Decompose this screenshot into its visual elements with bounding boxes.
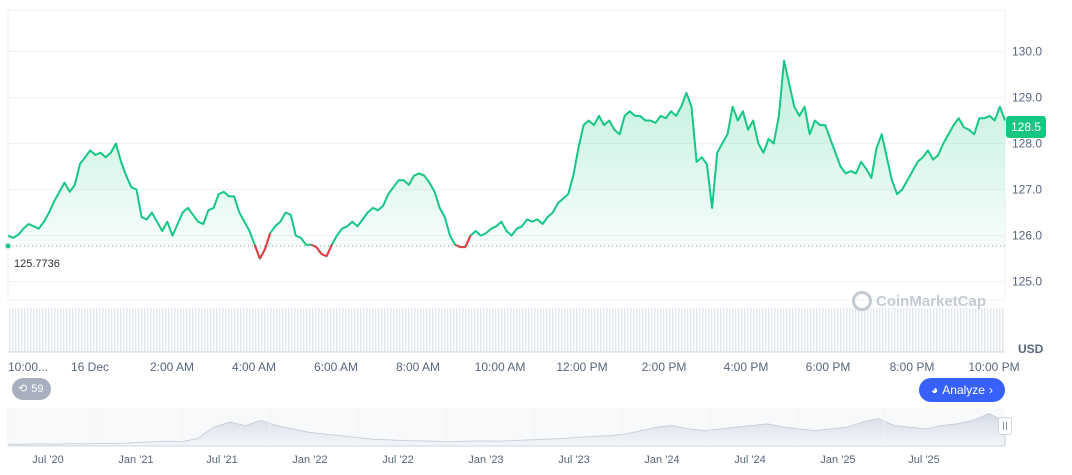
price-line-path xyxy=(7,59,1006,260)
navigator-tick-label: Jan '23 xyxy=(468,454,503,466)
grid xyxy=(7,9,1006,301)
below-reference-segment xyxy=(464,235,472,248)
x-tick-label: 10:00 AM xyxy=(475,360,526,374)
navigator-tick-label: Jan '24 xyxy=(644,454,679,466)
navigator-tick-label: Jan '21 xyxy=(118,454,153,466)
y-tick-label: 130.0 xyxy=(1012,44,1042,58)
analyze-label: Analyze xyxy=(942,383,985,397)
reference-value-label: 125.7736 xyxy=(12,258,62,270)
below-reference-segment xyxy=(454,243,461,248)
navigator-tick-label: Jan '22 xyxy=(292,454,327,466)
x-tick-label: 6:00 PM xyxy=(806,360,851,374)
navigator-tick-label: Jul '22 xyxy=(382,454,413,466)
navigator-tick-label: Jan '25 xyxy=(820,454,855,466)
history-icon: ⟲ xyxy=(18,383,28,395)
below-reference-segment xyxy=(325,244,333,257)
x-tick-label: 6:00 AM xyxy=(314,360,358,374)
y-tick-label: 125.0 xyxy=(1012,275,1042,289)
x-tick-label: 2:00 AM xyxy=(150,360,194,374)
navigator-tick-label: Jul '24 xyxy=(734,454,765,466)
below-reference-segment xyxy=(253,244,261,259)
chevron-right-icon: › xyxy=(988,383,993,397)
history-button[interactable]: ⟲ 59 xyxy=(12,378,52,400)
x-tick-label: 12:00 PM xyxy=(556,360,607,374)
last-price-badge: 128.5 xyxy=(1006,116,1046,138)
history-count: 59 xyxy=(31,383,44,395)
navigator-tick-label: Jul '25 xyxy=(908,454,939,466)
analyze-button[interactable]: ◕ Analyze › xyxy=(919,378,1005,402)
x-tick-label: 2:00 PM xyxy=(642,360,687,374)
x-tick-label: 8:00 AM xyxy=(396,360,440,374)
x-tick-label: 16 Dec xyxy=(71,360,109,374)
y-tick-label: 128.0 xyxy=(1012,136,1042,150)
navigator-area xyxy=(7,413,1006,447)
x-tick-label: 4:00 AM xyxy=(232,360,276,374)
x-tick-label: 4:00 PM xyxy=(724,360,769,374)
x-tick-label: 10:00... xyxy=(8,360,48,374)
coinmarketcap-watermark: CoinMarketCap xyxy=(852,291,986,311)
x-tick-label: 10:00 PM xyxy=(968,360,1019,374)
below-reference-segment xyxy=(258,248,266,260)
analyze-icon: ◕ xyxy=(931,383,939,397)
navigator-tick-label: Jul '23 xyxy=(558,454,589,466)
below-reference-segment xyxy=(264,232,272,250)
watermark-text: CoinMarketCap xyxy=(876,292,987,310)
y-tick-label: 127.0 xyxy=(1012,183,1042,197)
currency-label: USD xyxy=(1018,342,1044,356)
y-tick-label: 129.0 xyxy=(1012,90,1042,104)
coinmarketcap-logo-icon xyxy=(852,291,872,311)
navigator-handle[interactable] xyxy=(998,417,1012,435)
navigator-tick-label: Jul '21 xyxy=(206,454,237,466)
x-tick-label: 8:00 PM xyxy=(890,360,935,374)
navigator[interactable]: Jul '20 Jan '21 Jul '21 Jan '22 Jul '22 Jan '… xyxy=(7,408,1006,466)
y-tick-label: 126.0 xyxy=(1012,229,1042,243)
price-area-fill xyxy=(8,60,1005,259)
price-line xyxy=(5,59,1006,260)
below-reference-segment xyxy=(315,246,323,255)
volume-bars xyxy=(8,308,1005,352)
navigator-tick-label: Jul '20 xyxy=(32,454,63,466)
y-axis: 125.0 126.0 127.0 128.0 129.0 130.0 xyxy=(1012,44,1042,288)
below-reference-segment xyxy=(310,243,317,248)
x-axis: 10:00... 16 Dec 2:00 AM 4:00 AM 6:00 AM 8:00 … xyxy=(8,351,1020,374)
price-area xyxy=(8,60,1005,259)
